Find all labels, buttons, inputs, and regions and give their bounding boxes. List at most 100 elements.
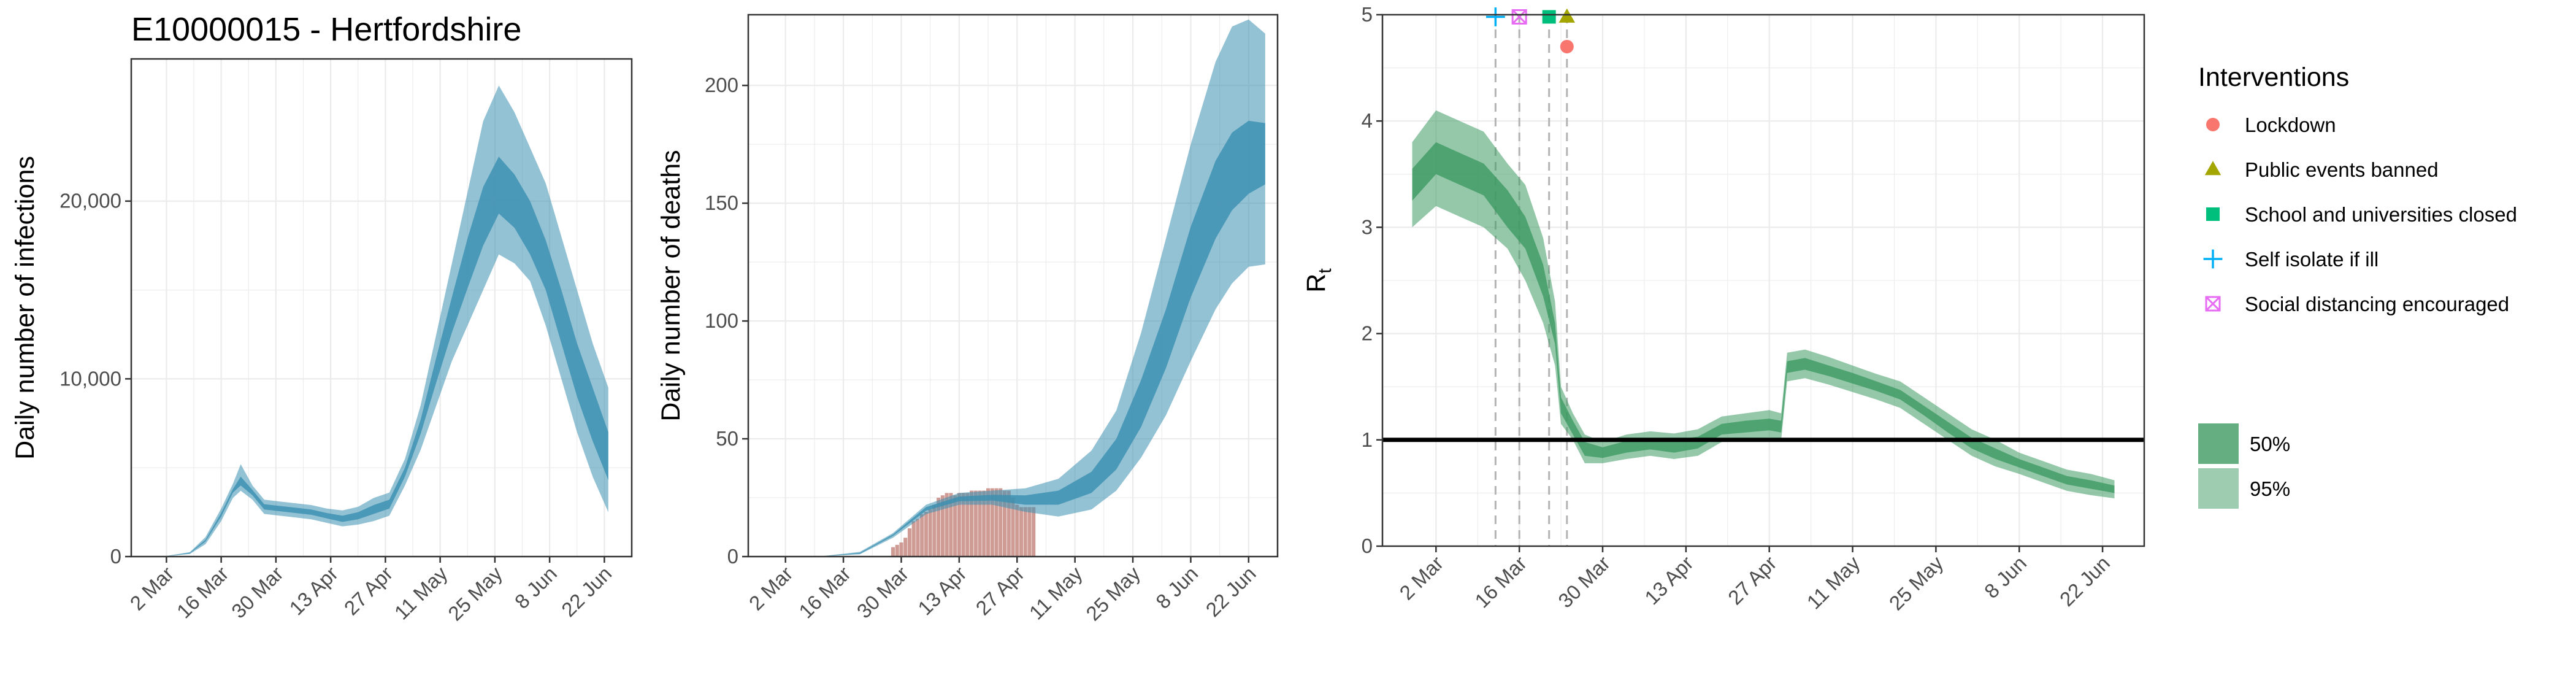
deaths-y-axis-label: Daily number of deaths	[656, 150, 686, 421]
x-tick-label: 25 May	[443, 561, 507, 625]
triangle-icon	[1558, 8, 1575, 23]
x-tick-label: 11 May	[390, 561, 452, 623]
circle-icon	[2206, 118, 2220, 131]
deaths-y-ticks: 0 50 100 150 200	[705, 74, 748, 568]
death-bar	[891, 547, 895, 557]
legend-item: Lockdown	[2206, 114, 2336, 136]
y-tick-label: 1	[1362, 428, 1373, 451]
ribbon-swatch	[2198, 423, 2239, 464]
ribbon-swatch	[2198, 468, 2239, 509]
x-tick-label: 27 Apr	[340, 562, 397, 620]
y-tick-label: 20,000	[59, 190, 121, 212]
x-tick-label: 13 Apr	[913, 562, 971, 620]
legend-title: Interventions	[2198, 63, 2349, 92]
death-bar	[1032, 507, 1036, 557]
x-tick-label: 25 May	[1081, 561, 1144, 625]
death-bar	[994, 488, 999, 557]
y-tick-label: 50	[716, 427, 738, 450]
death-bar	[970, 490, 974, 557]
death-bar	[957, 493, 961, 557]
death-bar	[1006, 490, 1011, 557]
y-tick-label: 2	[1362, 322, 1373, 345]
x-tick-label: 27 Apr	[972, 562, 1029, 620]
y-tick-label: 0	[727, 545, 738, 568]
legend-item-label: Self isolate if ill	[2245, 248, 2379, 271]
death-bar	[940, 495, 945, 557]
y-tick-label: 0	[110, 545, 121, 568]
deaths-bars	[891, 488, 1036, 557]
box-x-icon	[1511, 9, 1527, 25]
square-icon	[1542, 10, 1556, 24]
x-tick-label: 13 Apr	[1640, 552, 1698, 609]
rt-50-band	[1412, 142, 2115, 493]
x-tick-label: 27 Apr	[1723, 552, 1781, 609]
death-bar	[990, 488, 994, 557]
x-tick-label: 2 Mar	[126, 562, 178, 615]
legend-item: Public events banned	[2204, 158, 2439, 181]
legend-item: Self isolate if ill	[2203, 248, 2379, 271]
infections-gridlines	[131, 59, 632, 558]
death-bar	[982, 490, 986, 557]
x-tick-label: 11 May	[1025, 561, 1087, 623]
infections-plot-frame	[130, 58, 633, 558]
ribbon-label: 95%	[2250, 477, 2290, 500]
x-tick-label: 22 Jun	[1202, 562, 1260, 621]
x-tick-label: 2 Mar	[745, 562, 797, 615]
x-tick-label: 8 Jun	[1980, 552, 2031, 603]
legend-item-label: Lockdown	[2245, 114, 2336, 136]
death-bar	[903, 538, 908, 557]
death-bar	[945, 493, 949, 557]
legend-ribbon-item: 50%	[2198, 423, 2290, 464]
death-bar	[965, 493, 970, 557]
death-bar	[999, 488, 1003, 557]
legend-item: School and universities closed	[2206, 203, 2517, 226]
x-tick-label: 22 Jun	[2055, 552, 2114, 611]
box-x-icon	[2205, 296, 2221, 312]
death-bar	[916, 519, 920, 557]
x-tick-label: 11 May	[1803, 551, 1865, 613]
death-bar	[1015, 504, 1019, 557]
death-bar	[1011, 498, 1015, 557]
rt-y-axis-label-subscript: t	[1315, 268, 1335, 274]
deaths-gridlines	[748, 15, 1278, 558]
death-bar	[973, 490, 978, 557]
x-tick-label: 16 Mar	[172, 562, 233, 623]
infections-y-axis-label: Daily number of infections	[10, 156, 40, 460]
legend-interventions: Lockdown Public events banned School and u…	[2203, 114, 2517, 315]
death-bar	[1019, 507, 1024, 557]
death-bar	[932, 504, 937, 557]
death-bar	[911, 521, 916, 557]
x-tick-label: 30 Mar	[1554, 552, 1614, 612]
x-tick-label: 25 May	[1885, 551, 1948, 614]
death-bar	[895, 544, 899, 557]
death-bar	[953, 495, 957, 557]
ribbon-label: 50%	[2250, 433, 2290, 455]
death-bar	[949, 493, 953, 557]
death-bar	[924, 512, 928, 557]
y-tick-label: 5	[1362, 3, 1373, 26]
rt-y-ticks: 0 1 2 3 4 5	[1362, 3, 1382, 557]
legend-item-label: Public events banned	[2245, 158, 2439, 181]
death-bar	[928, 509, 932, 557]
infections-y-ticks: 0 10,000 20,000	[59, 190, 131, 568]
x-tick-label: 30 Mar	[853, 562, 913, 623]
y-tick-label: 150	[705, 191, 738, 214]
rt-intervention-markers	[1485, 7, 1575, 53]
death-bar	[907, 528, 911, 557]
figure-title: E10000015 - Hertfordshire	[131, 11, 521, 48]
y-tick-label: 4	[1362, 109, 1373, 132]
death-bar	[978, 490, 982, 557]
plus-icon	[2203, 249, 2223, 269]
x-tick-label: 16 Mar	[1470, 552, 1531, 612]
legend-ribbon-item: 95%	[2198, 468, 2290, 509]
death-bar	[1002, 490, 1007, 557]
square-icon	[2206, 207, 2220, 221]
deaths-50-band	[818, 120, 1265, 557]
death-bar	[937, 498, 941, 557]
rt-y-axis-label: Rt	[1301, 268, 1335, 293]
death-bar	[1023, 507, 1027, 557]
x-tick-label: 22 Jun	[557, 562, 616, 621]
